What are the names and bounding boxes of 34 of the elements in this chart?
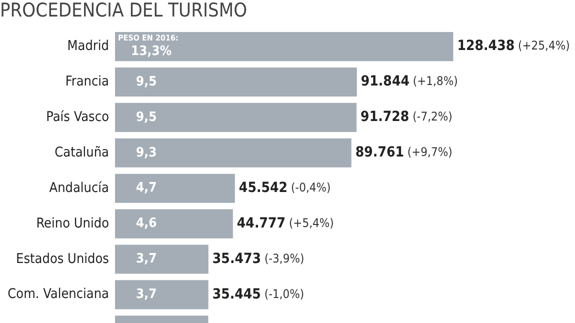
- annotation: 9,3: [136, 145, 157, 160]
- annotation: 3,7: [136, 287, 157, 302]
- data-label: 44.777 (+5,4%): [236, 215, 334, 232]
- y-tick-label: País Vasco: [46, 108, 109, 125]
- annotation: 9,5: [136, 74, 157, 90]
- data-label: 89.761 (+9,7%): [355, 144, 452, 161]
- data-label: 91.728 (-7,2%): [360, 109, 452, 126]
- data-label: 91.844 (+1,8%): [360, 74, 458, 90]
- annotation: 13,3%: [131, 44, 172, 59]
- bar: [115, 174, 235, 203]
- y-tick-label: Reino Unido: [36, 215, 109, 232]
- bar: [115, 67, 357, 97]
- annotation: 4,6: [136, 216, 157, 232]
- data-label: 45.542 (-0,4%): [238, 180, 331, 196]
- annotation: 4,7: [136, 180, 157, 196]
- bar: [115, 138, 352, 168]
- bar: [115, 209, 233, 238]
- annotation: 3,7: [136, 252, 157, 267]
- y-tick-label: Madrid: [67, 38, 109, 54]
- data-label: 35.445 (-1,0%): [212, 286, 304, 302]
- data-label: 128.438 (+25,4%): [457, 38, 570, 54]
- annotation: PESO EN 2016:: [118, 34, 178, 43]
- y-tick-label: Cataluña: [54, 144, 109, 160]
- y-tick-label: Andalucía: [49, 180, 109, 196]
- bar: [115, 280, 208, 310]
- y-tick-label: Estados Unidos: [16, 250, 109, 267]
- bar: [115, 244, 208, 274]
- bar: [115, 32, 454, 62]
- data-label: 35.473 (-3,9%): [212, 250, 304, 267]
- bar: [115, 102, 357, 132]
- y-tick-label: Com. Valenciana: [8, 286, 109, 302]
- chart-title: PROCEDENCIA DEL TURISMO: [0, 0, 248, 22]
- annotation: 9,5: [136, 110, 157, 125]
- y-tick-label: Francia: [65, 73, 109, 90]
